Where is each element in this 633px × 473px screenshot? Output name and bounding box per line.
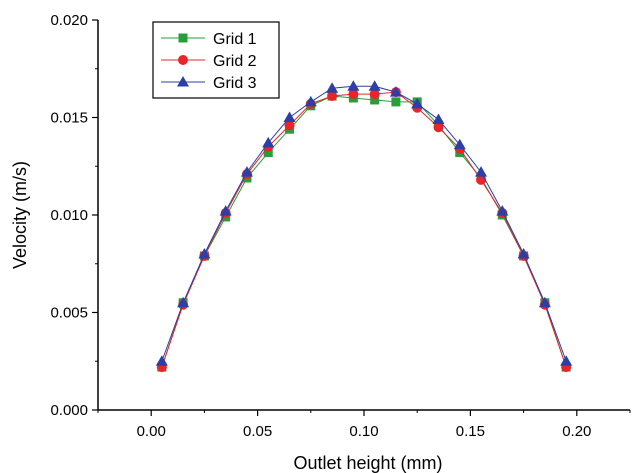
- data-point: [284, 120, 295, 131]
- legend-label: Grid 1: [213, 31, 257, 48]
- data-point: [327, 91, 338, 102]
- x-tick-label: 0.00: [137, 423, 166, 440]
- legend-marker: [177, 76, 189, 87]
- series-layer: [155, 80, 573, 373]
- series-3: [155, 80, 573, 366]
- y-tick-label: 0.020: [50, 12, 88, 29]
- data-point: [389, 86, 402, 97]
- data-point: [453, 138, 466, 150]
- data-point: [240, 166, 253, 177]
- axes: 0.00 0.05 0.10 0.15 0.20 0.000 0.005 0.010 0.015…: [50, 12, 631, 440]
- legend-entry: Grid 3: [161, 75, 257, 92]
- x-axis-label: Outlet height (mm): [293, 453, 442, 473]
- x-tick-label: 0.10: [349, 423, 378, 440]
- x-tick-label: 0.20: [562, 423, 591, 440]
- data-point: [369, 89, 380, 100]
- series-line: [161, 85, 567, 362]
- y-tick-label: 0.010: [50, 207, 88, 224]
- x-tick-label: 0.15: [456, 423, 485, 440]
- series-line: [161, 95, 567, 368]
- legend-marker: [178, 55, 188, 65]
- series-1: [157, 91, 571, 372]
- legend-label: Grid 3: [213, 75, 257, 92]
- data-point: [283, 111, 296, 122]
- legend-entry: Grid 2: [161, 53, 257, 70]
- data-point: [348, 89, 359, 100]
- data-point: [304, 95, 317, 107]
- data-point: [326, 82, 339, 93]
- data-point: [155, 355, 168, 366]
- data-point: [475, 166, 488, 177]
- y-tick-label: 0.015: [50, 110, 88, 127]
- y-tick-label: 0.005: [50, 305, 88, 322]
- x-tick-label: 0.05: [243, 423, 272, 440]
- legend-marker: [178, 33, 188, 43]
- data-point: [391, 97, 401, 107]
- data-point: [370, 95, 380, 105]
- data-point: [538, 296, 551, 308]
- data-point: [517, 248, 530, 259]
- data-point: [560, 355, 573, 366]
- data-point: [262, 136, 275, 148]
- series-line: [161, 91, 567, 368]
- data-point: [198, 248, 211, 259]
- data-point: [432, 113, 445, 124]
- y-axis-label: Velocity (m/s): [10, 161, 30, 269]
- data-point: [347, 80, 360, 91]
- data-point: [368, 80, 381, 91]
- data-point: [496, 205, 509, 216]
- data-point: [219, 205, 232, 216]
- data-point: [433, 122, 444, 133]
- legend-entry: Grid 1: [161, 31, 257, 48]
- legend-label: Grid 2: [213, 53, 257, 70]
- y-tick-label: 0.000: [50, 402, 88, 419]
- data-point: [177, 296, 190, 308]
- data-point: [411, 97, 424, 109]
- legend: Grid 1 Grid 2 Grid 3: [152, 21, 280, 99]
- data-point: [263, 148, 273, 158]
